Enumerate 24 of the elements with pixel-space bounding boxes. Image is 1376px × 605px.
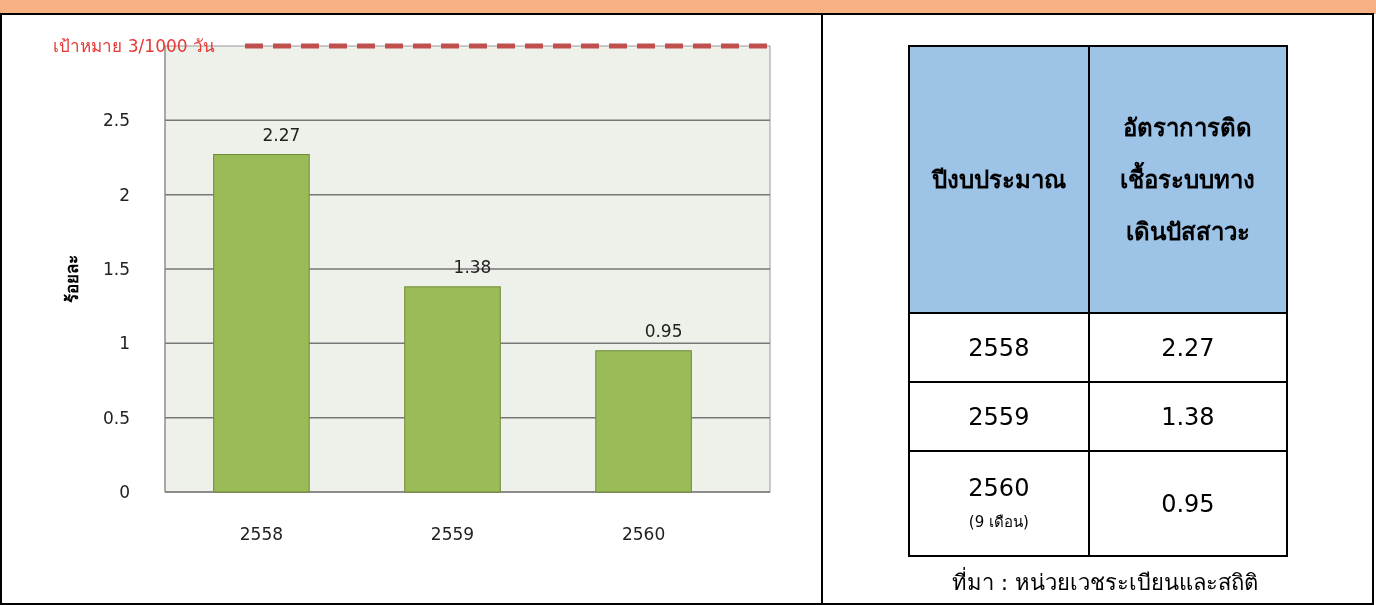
x-tick-label: 2559 bbox=[430, 524, 475, 544]
category-label: 2559 bbox=[968, 402, 1030, 431]
text: 0.95 bbox=[1161, 489, 1215, 518]
y-tick-label: 0.5 bbox=[102, 407, 130, 428]
x-tick-label: 2558 bbox=[239, 524, 284, 544]
data-label: 1.38 bbox=[453, 256, 492, 277]
category-label: 2558 bbox=[968, 333, 1030, 362]
text: ปีงบประมาณ bbox=[909, 46, 1089, 313]
text: 1.38 bbox=[1161, 402, 1215, 431]
y-tick-label: 0 bbox=[119, 481, 130, 502]
y-tick-label: 1 bbox=[119, 333, 130, 354]
y-tick-label: 2.5 bbox=[102, 110, 130, 131]
text: ที่มา : หน่วยเวชระเบียนและสถิติ bbox=[950, 566, 1260, 597]
data-label: 0.95 bbox=[644, 320, 683, 341]
data-label: 2.27 bbox=[262, 124, 301, 145]
y-tick-label: 1.5 bbox=[102, 258, 130, 279]
x-tick-label: 2560 bbox=[621, 524, 666, 544]
ref-line-label: เป้าหมาย 3/1000 วัน bbox=[53, 36, 215, 56]
text: (9 เดือน) bbox=[967, 511, 1030, 533]
text: อัตราการติดเชื้อระบบทางเดินปัสสาวะ bbox=[1088, 46, 1287, 313]
y-tick-label: 2 bbox=[119, 184, 130, 205]
text: 2.27 bbox=[1161, 333, 1215, 362]
y-axis-title: ร้อยละ bbox=[62, 255, 82, 303]
category-label: 2560 bbox=[968, 473, 1030, 502]
